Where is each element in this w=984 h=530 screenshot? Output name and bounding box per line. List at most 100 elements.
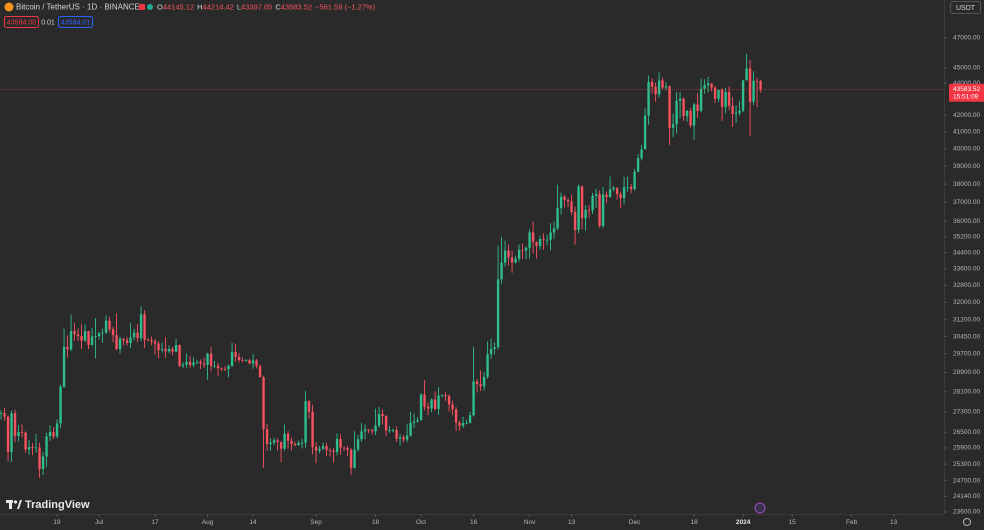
candle-body	[139, 314, 143, 339]
candle-body	[293, 443, 297, 446]
candle-body	[286, 433, 290, 441]
candle-body	[185, 361, 188, 365]
buy-button[interactable]	[58, 16, 93, 28]
sell-button[interactable]	[4, 16, 39, 28]
candle-body	[598, 194, 601, 226]
candle-body	[258, 366, 262, 378]
currency-button[interactable]	[950, 1, 981, 14]
y-tick-label: 28100.00	[953, 389, 980, 396]
candle-body	[731, 105, 734, 115]
x-tick-label: 16	[470, 519, 478, 526]
x-tick-label: Sep	[310, 519, 322, 526]
candle-body	[591, 195, 594, 211]
candle-body	[31, 446, 34, 448]
market-status[interactable]	[147, 4, 153, 10]
y-tick-label: 34400.00	[953, 249, 980, 256]
legend-change: −561.59 (−1.27%)	[315, 2, 376, 11]
candle-body	[650, 81, 654, 87]
candle-body	[353, 449, 356, 468]
candle-body	[178, 344, 181, 366]
candle-body	[699, 88, 703, 111]
candle-body	[745, 68, 748, 81]
event-icon[interactable]	[754, 502, 766, 514]
candle-body	[710, 83, 713, 88]
x-tick-label: Oct	[416, 519, 426, 526]
candle-body	[38, 447, 41, 469]
candle-body	[248, 360, 251, 364]
candle-body	[311, 411, 314, 447]
x-tick-label: 19	[53, 519, 61, 526]
candle-body	[73, 331, 76, 335]
candle-body	[104, 320, 108, 333]
candle-body	[314, 446, 318, 451]
y-tick-label: 30450.00	[953, 333, 980, 340]
candle-body	[542, 239, 545, 240]
candle-body	[724, 91, 727, 107]
y-tick-label: 33600.00	[953, 265, 980, 272]
y-tick-label: 45000.00	[953, 64, 980, 71]
candle-body	[531, 232, 535, 242]
candle-body	[619, 194, 622, 198]
candle-body	[468, 415, 472, 423]
candle-body	[556, 208, 559, 229]
brand-logo[interactable]: TradingView	[6, 499, 90, 511]
symbol-icon[interactable]	[4, 2, 14, 12]
settings-icon[interactable]	[963, 518, 971, 526]
candle-body	[703, 85, 706, 89]
candle-body	[83, 331, 87, 341]
candle-body	[521, 249, 524, 251]
bid-price[interactable]: 43584.00	[7, 19, 36, 26]
candle-body	[507, 250, 510, 258]
candle-body	[447, 396, 451, 405]
candle-body	[328, 450, 332, 451]
ask-price[interactable]: 43584.01	[61, 19, 90, 26]
candle-body	[748, 68, 752, 102]
candle-body	[738, 110, 741, 113]
candle-body	[153, 341, 157, 344]
candle-body	[241, 359, 244, 361]
candle-body	[433, 399, 437, 409]
candle-body	[237, 356, 241, 360]
candle-body	[510, 257, 514, 263]
currency-label[interactable]: USDT	[956, 5, 976, 12]
candle-body	[279, 442, 283, 449]
logo-shape	[9, 500, 12, 509]
candle-body	[276, 440, 279, 443]
candle-body	[440, 395, 444, 396]
y-tick-label: 42000.00	[953, 112, 980, 119]
candle-body	[66, 346, 69, 350]
legend-value: 44145.12	[163, 2, 194, 11]
candle-body	[647, 81, 650, 116]
candle-body	[325, 446, 328, 451]
candle-body	[346, 447, 349, 450]
candle-body	[300, 442, 304, 444]
candle-body	[668, 86, 671, 128]
candle-body	[167, 349, 171, 352]
x-tick-label: Nov	[524, 519, 536, 526]
flag-icon[interactable]	[139, 4, 145, 10]
candle-body	[465, 422, 468, 424]
candle-body	[563, 196, 566, 201]
candle-body	[52, 431, 55, 437]
brand-name: TradingView	[25, 499, 90, 511]
x-tick-label: Feb	[846, 519, 858, 526]
logo-shape	[17, 500, 22, 509]
symbol-title[interactable]: Bitcoin / TetherUS · 1D · BINANCE	[16, 3, 140, 12]
y-tick-label: 25900.00	[953, 445, 980, 452]
candle-body	[500, 262, 503, 280]
candle-body	[741, 80, 745, 111]
candle-body	[657, 80, 661, 95]
candle-body	[594, 194, 598, 196]
candle-body	[3, 412, 6, 417]
candle-body	[335, 438, 339, 452]
candle-body	[559, 196, 563, 209]
y-tick-label: 32000.00	[953, 299, 980, 306]
candle-body	[118, 338, 122, 350]
candle-body	[720, 89, 724, 107]
x-tick-label: Jul	[95, 519, 104, 526]
candle-body	[671, 124, 675, 128]
candle-body	[454, 409, 458, 423]
candle-body	[59, 386, 62, 424]
